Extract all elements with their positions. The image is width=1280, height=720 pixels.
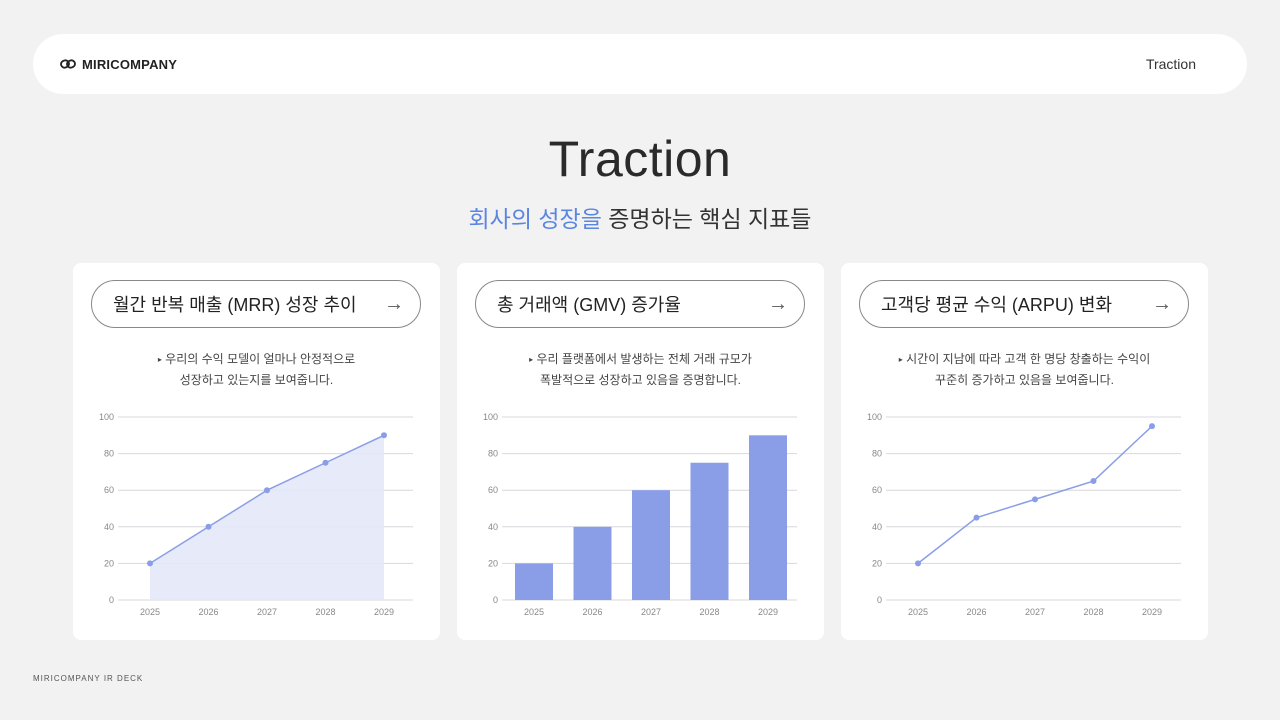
data-point: [1090, 478, 1097, 485]
y-tick-label: 40: [104, 522, 114, 532]
card-title-button[interactable]: 고객당 평균 수익 (ARPU) 변화 →: [859, 280, 1189, 328]
arrow-right-icon: →: [1152, 292, 1172, 315]
y-tick-label: 60: [104, 485, 114, 495]
chart: 0 20 40 60 80 100 2025 2026 2027 2028 2029: [483, 412, 797, 617]
y-tick-label: 20: [488, 558, 498, 568]
card-title: 월간 반복 매출 (MRR) 성장 추이: [113, 295, 357, 315]
y-tick-label: 0: [877, 595, 882, 605]
desc-line: 꾸준히 증가하고 있음을 보여줍니다.: [935, 373, 1114, 387]
x-tick-label: 2026: [582, 607, 602, 617]
y-tick-label: 80: [872, 449, 882, 459]
data-point: [381, 432, 387, 439]
y-tick-label: 0: [493, 595, 498, 605]
metric-card: 월간 반복 매출 (MRR) 성장 추이 → ▸ 우리의 수익 모델이 얼마나 …: [73, 263, 440, 640]
x-tick-label: 2025: [908, 607, 928, 617]
data-point: [147, 560, 153, 567]
y-tick-label: 20: [104, 558, 114, 568]
metric-card: 고객당 평균 수익 (ARPU) 변화 → ▸ 시간이 지남에 따라 고객 한 …: [841, 263, 1208, 640]
x-tick-label: 2028: [315, 607, 335, 617]
page-subtitle: 회사의 성장을 증명하는 핵심 지표들: [0, 200, 1280, 234]
metric-card: 총 거래액 (GMV) 증가율 → ▸ 우리 플랫폼에서 발생하는 전체 거래 …: [457, 263, 824, 640]
desc-line: 우리 플랫폼에서 발생하는 전체 거래 규모가: [536, 352, 752, 366]
desc-line: 성장하고 있는지를 보여줍니다.: [179, 373, 334, 387]
footer-label: MIRICOMPANY IR DECK: [33, 674, 144, 683]
x-tick-label: 2025: [524, 607, 544, 617]
bar: [573, 526, 612, 600]
y-tick-label: 100: [99, 412, 114, 422]
x-tick-label: 2025: [140, 607, 160, 617]
card-description: ▸ 우리의 수익 모델이 얼마나 안정적으로 성장하고 있는지를 보여줍니다.: [73, 349, 440, 390]
y-tick-label: 20: [872, 558, 882, 568]
x-tick-label: 2028: [699, 607, 719, 617]
area-fill: [150, 435, 384, 600]
y-tick-label: 60: [872, 485, 882, 495]
chart: 0 20 40 60 80 100 2025 2026 2027 2028 2029: [867, 412, 1181, 617]
bullet-triangle-icon: ▸: [529, 355, 534, 364]
card-title: 고객당 평균 수익 (ARPU) 변화: [881, 295, 1113, 315]
data-point: [264, 487, 270, 494]
card-title-button[interactable]: 총 거래액 (GMV) 증가율 →: [475, 280, 805, 328]
card-title: 총 거래액 (GMV) 증가율: [497, 295, 681, 315]
series-line: [917, 425, 1153, 564]
subtitle-rest: 증명하는 핵심 지표들: [601, 206, 812, 232]
data-point: [1149, 423, 1155, 430]
x-tick-label: 2027: [1025, 607, 1045, 617]
data-point: [322, 459, 329, 466]
data-point: [205, 523, 212, 530]
x-tick-label: 2029: [1142, 607, 1162, 617]
nav-link-traction[interactable]: Traction: [1145, 56, 1196, 72]
brand-logo[interactable]: MIRICOMPANY: [60, 57, 177, 72]
chart: 0 20 40 60 80 100 2025 2026 2027 2028 2029: [99, 412, 413, 617]
x-tick-label: 2026: [966, 607, 986, 617]
x-tick-label: 2027: [641, 607, 661, 617]
desc-line: 시간이 지남에 따라 고객 한 명당 창출하는 수익이: [906, 352, 1151, 366]
x-tick-label: 2027: [257, 607, 277, 617]
x-tick-label: 2029: [758, 607, 778, 617]
bar: [749, 435, 787, 600]
card-title-button[interactable]: 월간 반복 매출 (MRR) 성장 추이 →: [91, 280, 421, 328]
logo-icon: [60, 59, 76, 69]
page-title: Traction: [548, 131, 732, 187]
x-tick-label: 2028: [1083, 607, 1103, 617]
card-description: ▸ 시간이 지남에 따라 고객 한 명당 창출하는 수익이 꾸준히 증가하고 있…: [841, 349, 1208, 390]
arrow-right-icon: →: [768, 292, 788, 315]
card-description: ▸ 우리 플랫폼에서 발생하는 전체 거래 규모가 폭발적으로 성장하고 있음을…: [457, 349, 824, 390]
arrow-right-icon: →: [384, 292, 404, 315]
bar: [515, 563, 553, 600]
y-tick-label: 40: [872, 522, 882, 532]
subtitle-highlight: 회사의 성장을: [468, 206, 602, 232]
y-tick-label: 100: [483, 412, 498, 422]
bullet-triangle-icon: ▸: [898, 355, 903, 364]
y-tick-label: 100: [867, 412, 882, 422]
y-tick-label: 80: [488, 449, 498, 459]
desc-line: 우리의 수익 모델이 얼마나 안정적으로: [165, 352, 356, 366]
desc-line: 폭발적으로 성장하고 있음을 증명합니다.: [539, 373, 742, 387]
top-navigation-bar: MIRICOMPANY Traction: [33, 34, 1247, 94]
data-point: [1032, 496, 1038, 503]
y-tick-label: 40: [488, 522, 498, 532]
y-tick-label: 60: [488, 485, 498, 495]
y-tick-label: 0: [109, 595, 114, 605]
data-point: [973, 514, 980, 521]
y-tick-label: 80: [104, 449, 114, 459]
x-tick-label: 2026: [198, 607, 218, 617]
bullet-triangle-icon: ▸: [157, 355, 162, 364]
x-tick-label: 2029: [374, 607, 394, 617]
data-point: [915, 560, 921, 567]
brand-name: MIRICOMPANY: [82, 56, 178, 72]
bar: [632, 490, 670, 600]
bar: [690, 462, 729, 600]
